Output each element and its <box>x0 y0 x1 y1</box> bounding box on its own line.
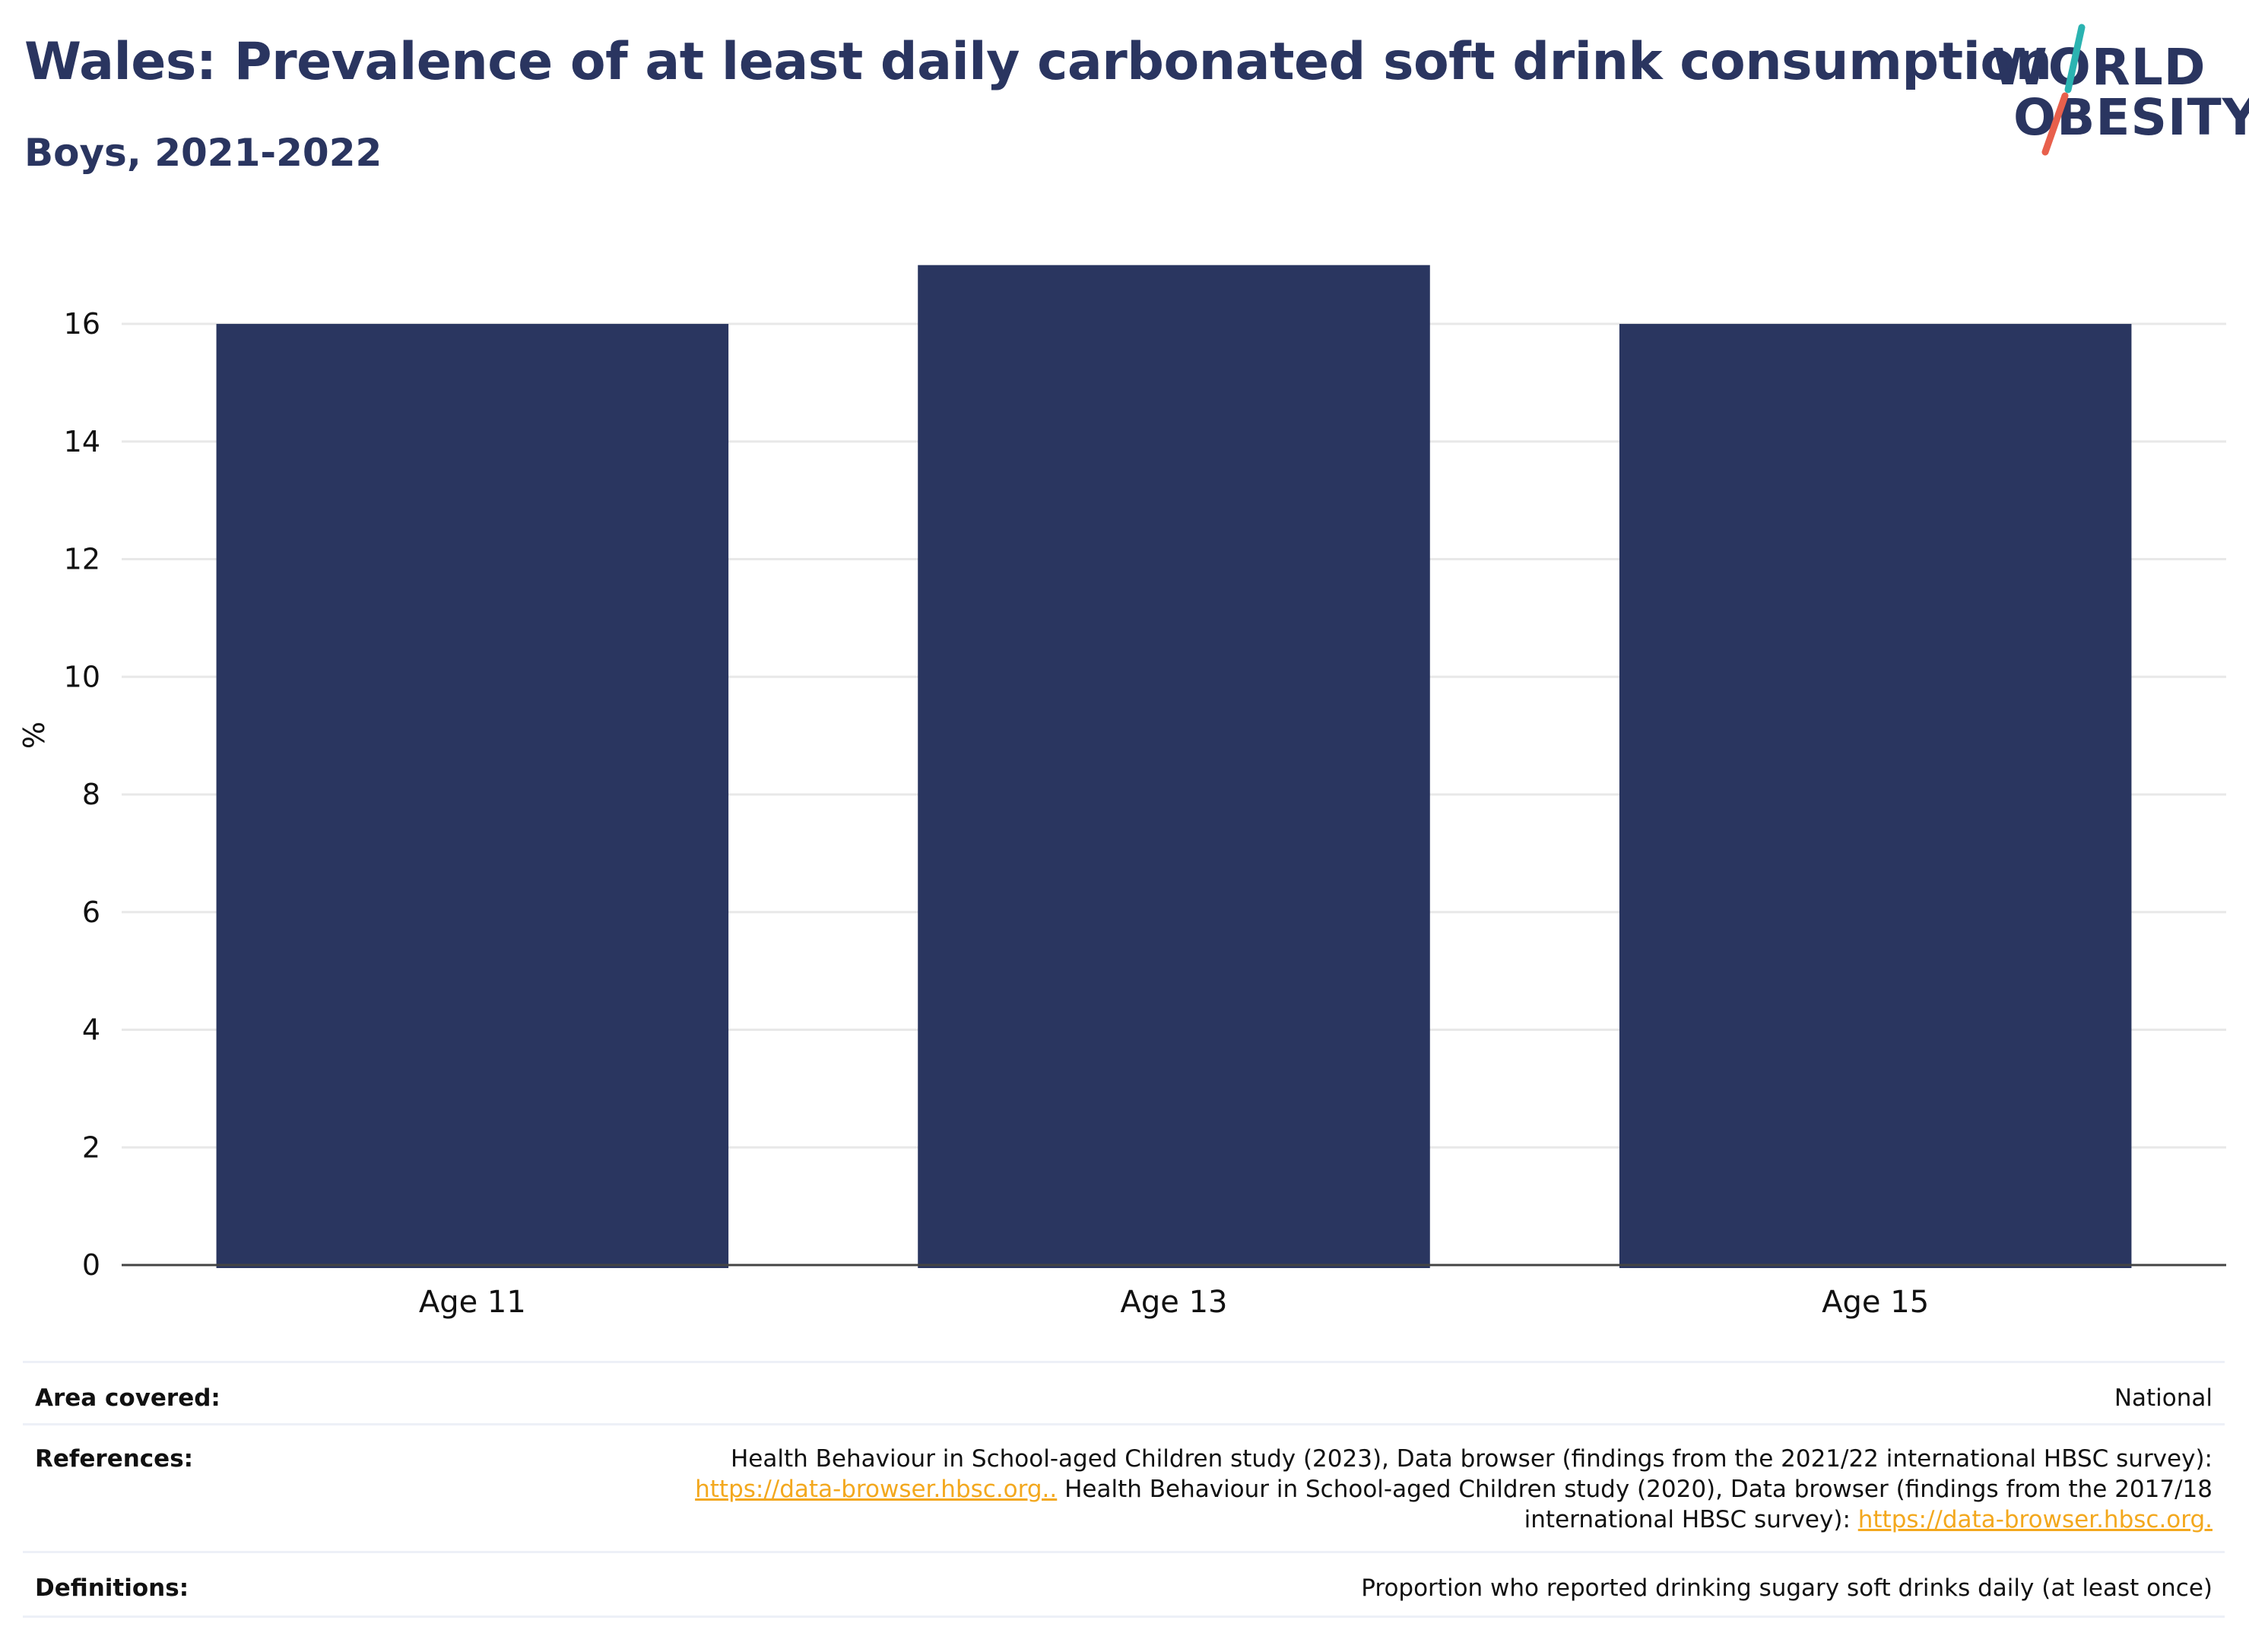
y-tick-label: 14 <box>64 425 100 458</box>
definitions-row: Definitions: Proportion who reported dri… <box>23 1551 2225 1618</box>
area-covered-value: National <box>2114 1384 2213 1412</box>
definitions-label: Definitions: <box>35 1574 189 1602</box>
references-line-2: https://data-browser.hbsc.org.. Health B… <box>388 1474 2213 1505</box>
y-tick-label: 4 <box>82 1013 100 1047</box>
logo-line-1: WORLD <box>1992 38 2206 97</box>
references-row: References: Health Behaviour in School-a… <box>23 1423 2225 1553</box>
references-line-3: international HBSC survey): https://data… <box>388 1505 2213 1535</box>
bar-chart: 0 2 4 6 8 10 12 14 16 Age 11 Age 13 Age 15 % <box>17 265 2226 1320</box>
references-line-2-text: Health Behaviour in School-aged Children… <box>1057 1476 2213 1503</box>
y-tick-label: 16 <box>64 307 100 341</box>
y-axis-label: % <box>17 721 51 749</box>
references-link-1[interactable]: https://data-browser.hbsc.org.. <box>695 1476 1058 1503</box>
bars <box>216 265 2132 1268</box>
bar-age-11 <box>216 324 729 1268</box>
references-line-3-text: international HBSC survey): <box>1524 1506 1858 1533</box>
y-tick-label: 12 <box>64 543 100 576</box>
x-tick-label: Age 13 <box>1121 1285 1228 1320</box>
references-line-1: Health Behaviour in School-aged Children… <box>731 1445 2213 1473</box>
x-tick-label: Age 15 <box>1822 1285 1929 1320</box>
y-tick-label: 0 <box>82 1248 100 1282</box>
y-tick-label: 8 <box>82 778 100 811</box>
definitions-value: Proportion who reported drinking sugary … <box>1361 1574 2213 1602</box>
references-value: Health Behaviour in School-aged Children… <box>388 1444 2213 1535</box>
page-title: Wales: Prevalence of at least daily carb… <box>24 32 2052 92</box>
bar-age-13 <box>918 265 1430 1268</box>
page-subtitle: Boys, 2021-2022 <box>24 131 382 175</box>
area-covered-label: Area covered: <box>35 1384 220 1412</box>
y-tick-label: 10 <box>64 660 100 693</box>
references-link-2[interactable]: https://data-browser.hbsc.org. <box>1857 1506 2213 1533</box>
x-tick-label: Age 11 <box>419 1285 526 1320</box>
y-tick-label: 2 <box>82 1130 100 1164</box>
logo-slash-icon <box>2041 24 2086 156</box>
world-obesity-logo: WORLD OBESITY <box>1992 23 2249 160</box>
references-label: References: <box>35 1445 194 1473</box>
area-covered-row: Area covered: National <box>23 1361 2225 1425</box>
bar-age-15 <box>1619 324 2132 1268</box>
axes: 0 2 4 6 8 10 12 14 16 Age 11 Age 13 Age 15 <box>64 307 2226 1320</box>
y-tick-label: 6 <box>82 896 100 929</box>
